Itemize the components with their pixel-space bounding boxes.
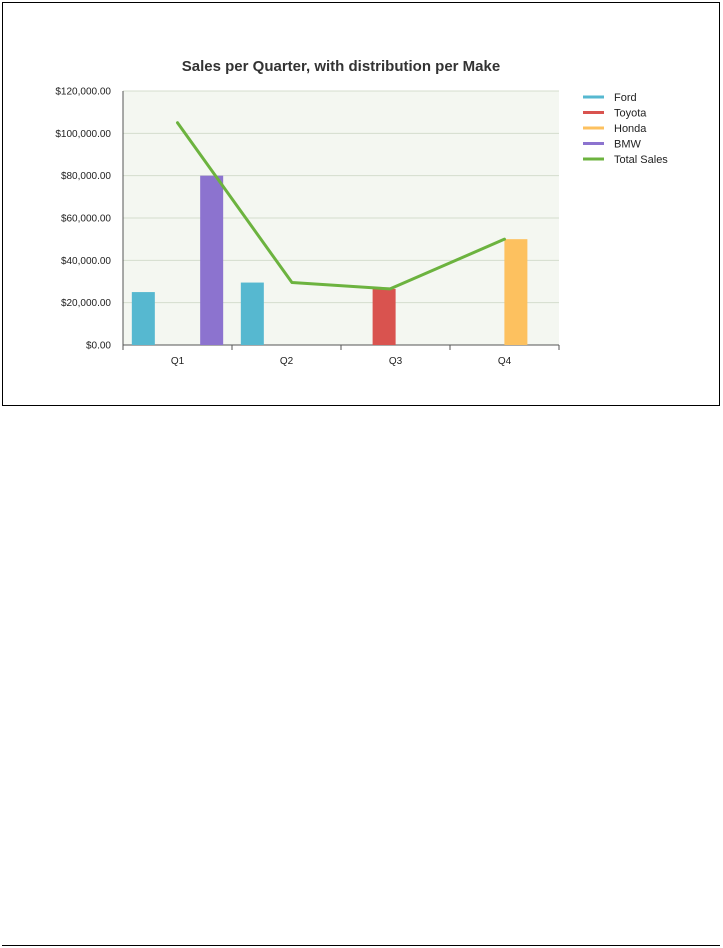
sales-chart: $0.00 $20,000.00 $40,000.00 $60,000.00 $80,0… [55, 58, 668, 367]
y-tick-label: $80,000.00 [61, 171, 111, 182]
bar-ford [240, 282, 264, 345]
bar-toyota [372, 288, 396, 345]
x-tick-label: Q2 [280, 356, 294, 367]
page-divider [2, 945, 720, 946]
y-tick-label: $40,000.00 [61, 256, 111, 267]
x-axis: Q1 Q2 Q3 Q4 [122, 344, 560, 367]
legend-label: Ford [614, 92, 637, 104]
chart-title: Sales per Quarter, with distribution per… [182, 58, 500, 75]
y-tick-label: $20,000.00 [61, 298, 111, 309]
bar-honda [504, 239, 528, 345]
line-total-sales [176, 121, 506, 291]
bar-bmw [200, 175, 224, 345]
legend-label: Honda [614, 123, 647, 135]
y-axis: $0.00 $20,000.00 $40,000.00 $60,000.00 $80,0… [55, 87, 124, 352]
y-tick-label: $120,000.00 [55, 87, 111, 98]
bars [131, 175, 528, 345]
legend-label: Total Sales [614, 154, 668, 166]
y-tick-label: $0.00 [86, 341, 111, 352]
y-tick-label: $100,000.00 [55, 129, 111, 140]
grid-lines [123, 90, 559, 304]
legend-label: BMW [614, 139, 642, 151]
total-sales-line [176, 121, 506, 291]
x-tick-label: Q3 [389, 356, 403, 367]
legend-label: Toyota [614, 108, 647, 120]
bar-ford [131, 292, 155, 345]
x-tick-label: Q4 [498, 356, 512, 367]
x-tick-label: Q1 [171, 356, 185, 367]
chart-frame: $0.00 $20,000.00 $40,000.00 $60,000.00 $80,0… [2, 2, 720, 406]
legend: Ford Toyota Honda BMW Total Sales [583, 92, 668, 166]
y-tick-label: $60,000.00 [61, 214, 111, 225]
